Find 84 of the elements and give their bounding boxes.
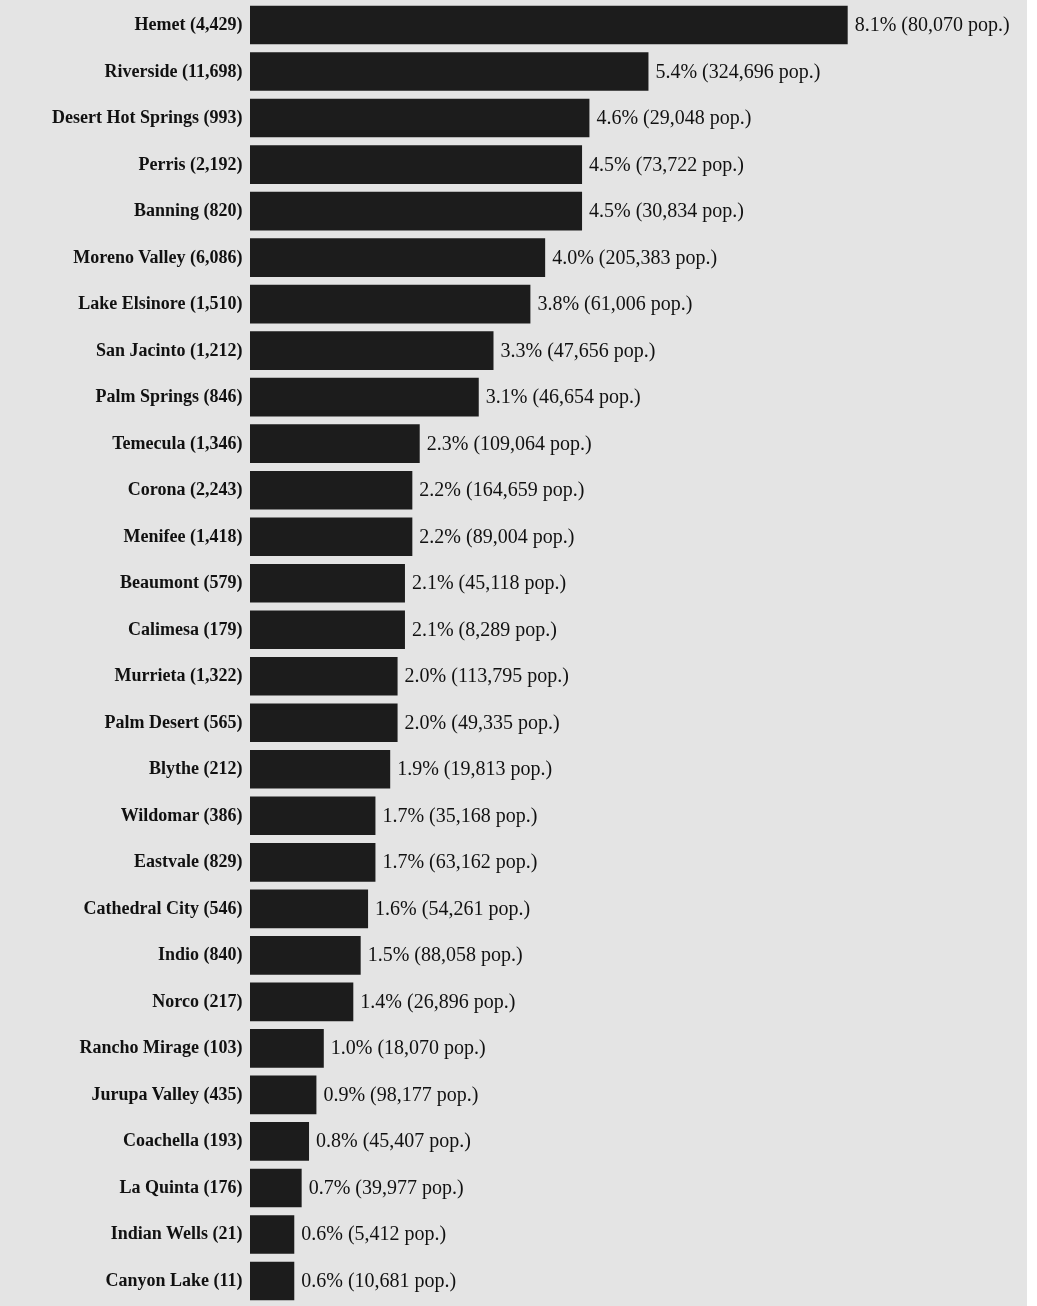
bar	[250, 889, 369, 929]
y-tick-label: Desert Hot Springs (993)	[52, 107, 243, 129]
bar	[250, 1122, 310, 1161]
bar	[250, 563, 405, 603]
y-tick-label: Murrieta (1,322)	[114, 665, 243, 687]
bar	[250, 377, 479, 417]
data-label: 2.0% (49,335 pop.)	[404, 710, 560, 734]
bar	[250, 982, 354, 1022]
bar	[250, 1075, 317, 1115]
y-tick-label: Norco (217)	[152, 990, 243, 1012]
bar	[250, 749, 391, 789]
y-tick-label: Perris (2,192)	[138, 153, 243, 175]
bar	[250, 703, 398, 743]
data-label: 1.4% (26,896 pop.)	[360, 989, 516, 1013]
bar	[250, 610, 405, 650]
y-tick-label: San Jacinto (1,212)	[95, 339, 243, 361]
y-tick-label: Beaumont (579)	[120, 572, 243, 594]
data-label: 8.1% (80,070 pop.)	[854, 13, 1010, 37]
bar	[250, 656, 398, 696]
data-label: 2.2% (164,659 pop.)	[419, 478, 585, 502]
data-label: 4.0% (205,383 pop.)	[552, 245, 718, 269]
data-label: 0.6% (5,412 pop.)	[301, 1222, 447, 1246]
y-tick-label: Temecula (1,346)	[112, 432, 243, 454]
y-tick-label: Blythe (212)	[149, 758, 243, 780]
data-label: 1.6% (54,261 pop.)	[375, 896, 531, 920]
data-label: 1.9% (19,813 pop.)	[397, 757, 553, 781]
data-label: 3.3% (47,656 pop.)	[500, 338, 656, 362]
bar	[250, 238, 546, 277]
y-tick-label: Coachella (193)	[123, 1130, 243, 1152]
bar	[250, 1029, 324, 1068]
bar	[250, 1261, 295, 1301]
y-tick-label: Indio (840)	[157, 944, 243, 966]
y-tick-label: Jurupa Valley (435)	[91, 1083, 243, 1105]
data-label: 2.3% (109,064 pop.)	[426, 431, 592, 455]
bar	[250, 517, 413, 557]
data-label: 2.1% (45,118 pop.)	[411, 571, 567, 595]
data-label: 4.5% (30,834 pop.)	[589, 199, 745, 223]
bar	[250, 936, 361, 975]
data-label: 2.0% (113,795 pop.)	[404, 664, 569, 688]
data-label: 4.6% (29,048 pop.)	[596, 106, 752, 130]
y-tick-label: Menifee (1,418)	[123, 525, 243, 547]
data-label: 3.8% (61,006 pop.)	[537, 292, 693, 316]
y-tick-label: Indian Wells (21)	[110, 1223, 243, 1245]
y-tick-label: Calimesa (179)	[128, 618, 243, 640]
y-tick-label: Palm Springs (846)	[95, 386, 243, 408]
y-tick-label: Wildomar (386)	[120, 804, 243, 826]
y-tick-label: Eastvale (829)	[134, 851, 243, 873]
bar	[250, 145, 583, 184]
bar	[250, 424, 420, 463]
data-label: 2.2% (89,004 pop.)	[419, 524, 575, 548]
bar	[250, 1168, 302, 1208]
data-label: 2.1% (8,289 pop.)	[411, 617, 557, 641]
y-tick-label: Hemet (4,429)	[134, 14, 243, 36]
bar	[250, 796, 376, 836]
data-label: 5.4% (324,696 pop.)	[655, 59, 821, 83]
y-tick-label: Riverside (11,698)	[104, 60, 243, 82]
data-label: 4.5% (73,722 pop.)	[589, 152, 745, 176]
y-tick-label: Rancho Mirage (103)	[79, 1037, 243, 1059]
y-tick-label: La Quinta (176)	[119, 1176, 243, 1198]
data-label: 1.0% (18,070 pop.)	[330, 1036, 486, 1060]
bar	[250, 843, 376, 882]
y-tick-label: Banning (820)	[133, 200, 243, 222]
bar	[250, 5, 848, 45]
bar	[250, 52, 649, 91]
data-label: 3.1% (46,654 pop.)	[485, 385, 641, 409]
bar	[250, 1215, 295, 1254]
data-label: 0.7% (39,977 pop.)	[308, 1175, 464, 1199]
data-label: 1.7% (63,162 pop.)	[382, 850, 538, 874]
y-tick-label: Moreno Valley (6,086)	[73, 246, 243, 268]
y-tick-label: Canyon Lake (11)	[105, 1269, 243, 1291]
bar	[250, 191, 583, 231]
bar	[250, 284, 531, 324]
bar	[250, 331, 494, 370]
data-label: 1.7% (35,168 pop.)	[382, 803, 538, 827]
data-label: 0.6% (10,681 pop.)	[301, 1268, 457, 1292]
y-tick-label: Palm Desert (565)	[104, 711, 243, 733]
data-label: 0.8% (45,407 pop.)	[316, 1129, 472, 1153]
bar	[250, 98, 590, 138]
bar	[250, 470, 413, 510]
data-label: 1.5% (88,058 pop.)	[367, 943, 523, 967]
y-tick-label: Cathedral City (546)	[83, 897, 243, 919]
y-tick-label: Lake Elsinore (1,510)	[78, 293, 243, 315]
y-tick-label: Corona (2,243)	[127, 479, 243, 501]
data-label: 0.9% (98,177 pop.)	[323, 1082, 479, 1106]
